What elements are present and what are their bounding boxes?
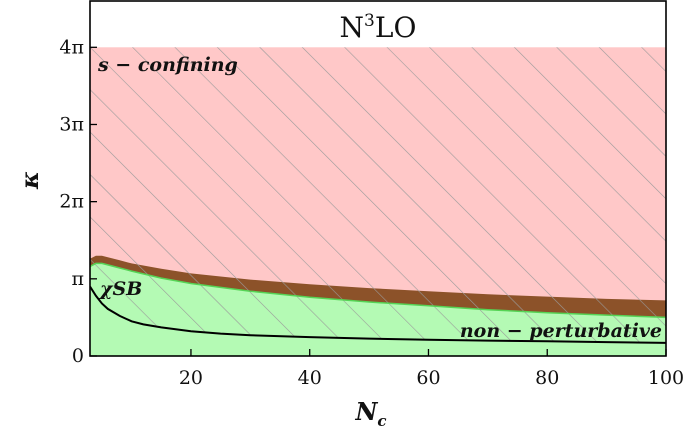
y-tick-label: 2π	[59, 191, 84, 213]
green-boundary-line	[90, 262, 666, 319]
y-tick-label: π	[72, 268, 85, 290]
x-axis-ticks: 20 40 60 80 100	[179, 349, 684, 389]
non-perturbative-label: non − perturbative	[460, 320, 662, 342]
title-superscript: 3	[364, 11, 375, 31]
chisb-series-line	[90, 285, 666, 344]
y-tick-label: 4π	[59, 36, 84, 58]
x-tick-label: 40	[298, 367, 322, 389]
x-tick-label: 80	[535, 367, 559, 389]
x-axis-label-sub: c	[377, 412, 386, 430]
title-rest: LO	[375, 11, 417, 44]
x-tick-label: 20	[179, 367, 203, 389]
y-axis-label: κ	[15, 171, 44, 190]
y-tick-label: 3π	[59, 113, 84, 135]
chart-title: N3LO	[340, 11, 417, 44]
y-tick-label: 0	[72, 345, 84, 367]
plot-frame	[89, 0, 667, 357]
x-axis-label-main: N	[354, 397, 378, 426]
x-tick-label: 100	[648, 367, 684, 389]
s-confining-label: s − confining	[97, 54, 238, 76]
title-base: N	[340, 11, 365, 44]
plot-area	[90, 47, 666, 356]
chisb-label: χSB	[98, 278, 142, 300]
y-axis-ticks: 0 π 2π 3π 4π	[59, 36, 97, 367]
hatched-area	[90, 47, 666, 343]
x-tick-label: 60	[416, 367, 440, 389]
x-axis-label: Nc	[354, 397, 386, 430]
